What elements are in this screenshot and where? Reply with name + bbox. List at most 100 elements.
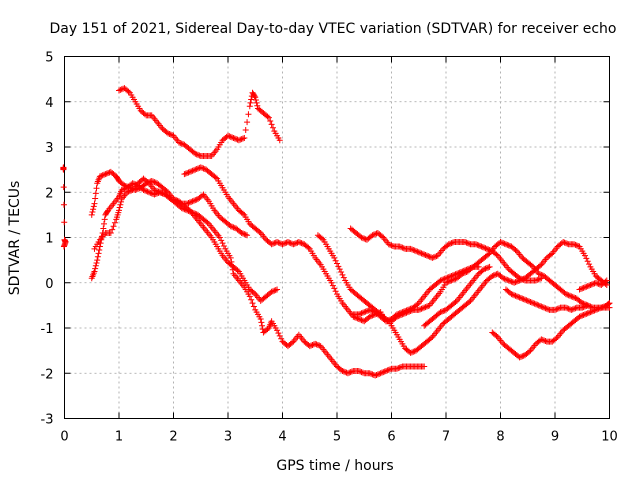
- x-tick-label: 3: [224, 430, 232, 445]
- data-point: [181, 171, 188, 178]
- data-point: [486, 246, 493, 253]
- data-point: [246, 103, 253, 110]
- data-point: [399, 244, 406, 251]
- data-point: [346, 369, 353, 376]
- data-point: [501, 275, 508, 282]
- data-point: [513, 293, 520, 300]
- data-point: [204, 219, 211, 226]
- data-point: [535, 302, 542, 309]
- data-point: [384, 317, 391, 324]
- data-point: [218, 237, 225, 244]
- data-point: [99, 229, 106, 236]
- data-point: [384, 367, 391, 374]
- data-point: [531, 300, 538, 307]
- data-point: [581, 252, 588, 259]
- data-point: [577, 285, 584, 292]
- data-point: [225, 132, 231, 139]
- data-point: [269, 288, 276, 295]
- data-point: [516, 354, 523, 361]
- data-point: [502, 241, 509, 248]
- data-series-9: [350, 263, 482, 325]
- data-point: [141, 187, 148, 194]
- data-point: [449, 272, 456, 279]
- data-point: [456, 269, 463, 276]
- data-point: [244, 232, 251, 239]
- data-point: [526, 298, 533, 305]
- data-point: [419, 305, 426, 312]
- data-point: [532, 301, 539, 308]
- data-point: [219, 240, 226, 247]
- data-point: [511, 279, 518, 286]
- data-point: [188, 168, 195, 175]
- data-point: [472, 241, 479, 248]
- data-point: [591, 307, 598, 314]
- data-point: [242, 231, 249, 238]
- data-point: [584, 310, 591, 317]
- data-point: [229, 134, 236, 141]
- data-point: [170, 197, 177, 204]
- data-point: [377, 370, 384, 377]
- data-point: [575, 242, 582, 249]
- data-point: [230, 134, 237, 141]
- data-point: [393, 311, 400, 318]
- data-point: [239, 210, 246, 217]
- data-point: [372, 372, 379, 379]
- data-point: [502, 276, 509, 283]
- data-point: [89, 209, 96, 216]
- data-point: [94, 253, 101, 260]
- data-point: [306, 343, 313, 350]
- data-point: [196, 152, 203, 159]
- data-point: [417, 249, 424, 256]
- data-point: [93, 259, 100, 266]
- data-point: [547, 251, 554, 258]
- data-point: [452, 298, 459, 305]
- data-point: [419, 250, 426, 257]
- data-point: [274, 327, 281, 334]
- data-point: [565, 292, 572, 299]
- data-point: [357, 316, 364, 323]
- data-point: [239, 230, 246, 237]
- data-point: [485, 264, 492, 271]
- data-point: [535, 270, 542, 277]
- data-point: [396, 243, 403, 250]
- data-point: [485, 251, 492, 258]
- data-point: [464, 266, 471, 273]
- data-point: [98, 236, 105, 243]
- data-point: [444, 274, 451, 281]
- data-point: [269, 124, 276, 131]
- data-point: [91, 268, 98, 275]
- data-point: [561, 239, 568, 246]
- data-point: [512, 279, 519, 286]
- data-point: [340, 368, 347, 375]
- data-point: [556, 305, 563, 312]
- chart-title: Day 151 of 2021, Sidereal Day-to-day VTE…: [50, 21, 617, 37]
- data-point: [101, 171, 108, 178]
- data-point: [428, 335, 435, 342]
- data-point: [338, 269, 345, 276]
- data-point: [505, 242, 512, 249]
- data-point: [97, 240, 104, 247]
- data-point: [588, 308, 595, 315]
- data-point: [448, 272, 455, 279]
- data-point: [590, 308, 597, 315]
- data-point: [516, 294, 523, 301]
- data-point: [440, 308, 447, 315]
- data-point: [489, 272, 496, 279]
- data-point: [361, 309, 368, 316]
- y-tick-label: -1: [41, 322, 54, 337]
- data-point: [584, 283, 591, 290]
- data-point: [141, 111, 148, 118]
- data-point: [457, 269, 464, 276]
- data-point: [174, 198, 181, 205]
- data-point: [342, 369, 349, 376]
- data-point: [423, 252, 430, 259]
- data-marks: [60, 85, 613, 379]
- data-point: [374, 371, 381, 378]
- data-point: [144, 188, 151, 195]
- data-point: [200, 165, 207, 172]
- data-point: [368, 307, 375, 314]
- data-point: [539, 336, 546, 343]
- data-point: [528, 262, 535, 269]
- data-point: [579, 312, 586, 319]
- data-point: [289, 339, 296, 346]
